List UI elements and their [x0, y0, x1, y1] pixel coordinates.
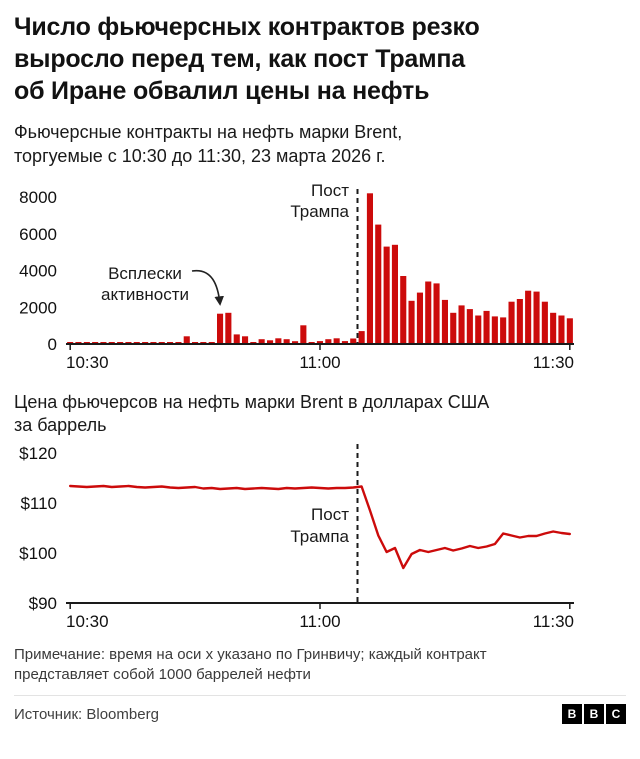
x-tick-label: 11:00 — [299, 612, 340, 631]
bbc-logo-block-b2: B — [584, 704, 604, 725]
source-credit: Источник: Bloomberg — [14, 705, 159, 723]
volume-bar — [366, 193, 373, 345]
volume-bar — [441, 299, 448, 345]
contracts-subtitle-line-1: Фьючерсные контракты на нефть марки Bren… — [14, 122, 403, 143]
annotation-trump-post-line-1: Пост — [311, 181, 349, 200]
footnote: Примечание: время на оси x указано по Гр… — [14, 645, 626, 686]
volume-bar — [483, 310, 490, 345]
volume-bar — [242, 336, 249, 345]
volume-bar — [533, 291, 540, 345]
volume-bar — [316, 341, 323, 345]
annotation-trump-post-line-2: Трампа — [290, 527, 349, 546]
footer: Источник: Bloomberg B B C — [14, 695, 626, 732]
x-tick-label: 10:30 — [66, 353, 109, 372]
volume-bar — [433, 283, 440, 345]
volume-bar — [425, 281, 432, 345]
bar-series — [67, 193, 573, 345]
price-line-series — [69, 484, 571, 570]
volume-bar — [516, 299, 523, 345]
volume-bar — [416, 292, 423, 345]
volume-bar — [300, 325, 307, 345]
volume-bar — [450, 312, 457, 345]
volume-bar — [350, 338, 357, 345]
bbc-logo-block-c: C — [606, 704, 626, 725]
volume-bar — [275, 338, 282, 345]
annotation-arrow — [191, 270, 224, 306]
volume-bar — [558, 315, 565, 345]
volume-bar — [408, 300, 415, 345]
footnote-line-1: Примечание: время на оси x указано по Гр… — [14, 645, 487, 663]
volume-bar — [333, 338, 340, 345]
volume-bar — [566, 318, 573, 345]
contracts-volume-chart: 0 2000 4000 6000 8000 10:30 11:00 11:30 Всплеск… — [19, 181, 574, 372]
y-tick-label: $100 — [19, 544, 57, 563]
annotation-spikes-line-1: Всплески — [108, 264, 182, 283]
x-tick-label: 11:30 — [533, 353, 574, 372]
price-line — [69, 484, 571, 570]
y-tick-label: 8000 — [19, 188, 57, 207]
price-title-line-1: Цена фьючерсов на нефть марки Brent в до… — [14, 392, 490, 413]
volume-bar — [500, 317, 507, 345]
annotation-trump-post-line-1: Пост — [311, 505, 349, 524]
volume-bar — [491, 316, 498, 345]
bbc-logo: B B C — [562, 704, 626, 725]
y-tick-label: 2000 — [19, 298, 57, 317]
volume-bar — [508, 301, 515, 345]
x-tick-label: 11:30 — [533, 612, 574, 631]
title-line-1: Число фьючерсных контрактов резко — [14, 13, 480, 41]
volume-bar — [458, 305, 465, 345]
volume-bar — [217, 313, 224, 345]
volume-bar — [225, 312, 232, 345]
contracts-subtitle-line-2: торгуемые с 10:30 до 11:30, 23 марта 202… — [14, 145, 386, 166]
volume-bar — [550, 312, 557, 345]
volume-bar — [358, 331, 365, 345]
volume-bar — [466, 309, 473, 345]
volume-bar — [475, 315, 482, 345]
brent-price-chart: $90 $100 $110 $120 10:30 11:00 11:30 Пост Трам… — [19, 443, 574, 631]
volume-bar — [283, 339, 290, 345]
title-line-2: выросло перед тем, как пост Трампа — [14, 44, 466, 73]
contracts-chart-subtitle: Фьючерсные контракты на нефть марки Bren… — [14, 121, 626, 168]
volume-bar — [233, 334, 240, 345]
title-line-3: об Иране обвалил цены на нефть — [14, 76, 430, 105]
price-title-line-2: за баррель — [14, 415, 107, 436]
annotation-trump-post-line-2: Трампа — [290, 202, 349, 221]
contracts-chart-axes: 0 2000 4000 6000 8000 10:30 11:00 11:30 — [19, 188, 574, 372]
annotation-spikes-line-2: активности — [101, 285, 189, 304]
bbc-logo-block-b1: B — [562, 704, 582, 725]
page-title: Число фьючерсных контрактов резко выросл… — [14, 12, 626, 107]
y-tick-label: 6000 — [19, 225, 57, 244]
y-tick-label: $90 — [29, 594, 57, 613]
y-tick-label: 0 — [48, 335, 57, 354]
volume-bar — [400, 276, 407, 345]
bbc-infographic: Число фьючерсных контрактов резко выросл… — [14, 12, 626, 732]
footnote-line-2: представляет собой 1000 баррелей нефти — [14, 666, 311, 684]
volume-bar — [541, 301, 548, 345]
volume-bar — [325, 339, 332, 345]
volume-bar — [183, 336, 190, 345]
y-tick-label: $120 — [19, 444, 57, 463]
volume-bar — [292, 341, 299, 345]
volume-bar — [383, 246, 390, 345]
volume-bar — [391, 244, 398, 345]
price-chart-title: Цена фьючерсов на нефть марки Brent в до… — [14, 391, 626, 438]
volume-bar — [375, 224, 382, 345]
x-tick-label: 11:00 — [299, 353, 340, 372]
volume-bar — [525, 290, 532, 345]
x-tick-label: 10:30 — [66, 612, 109, 631]
y-tick-label: $110 — [20, 494, 57, 513]
volume-bar — [267, 340, 274, 345]
price-chart-axes: $90 $100 $110 $120 10:30 11:00 11:30 — [19, 444, 574, 631]
y-tick-label: 4000 — [19, 262, 57, 281]
volume-bar — [258, 339, 265, 345]
volume-bar — [341, 341, 348, 345]
